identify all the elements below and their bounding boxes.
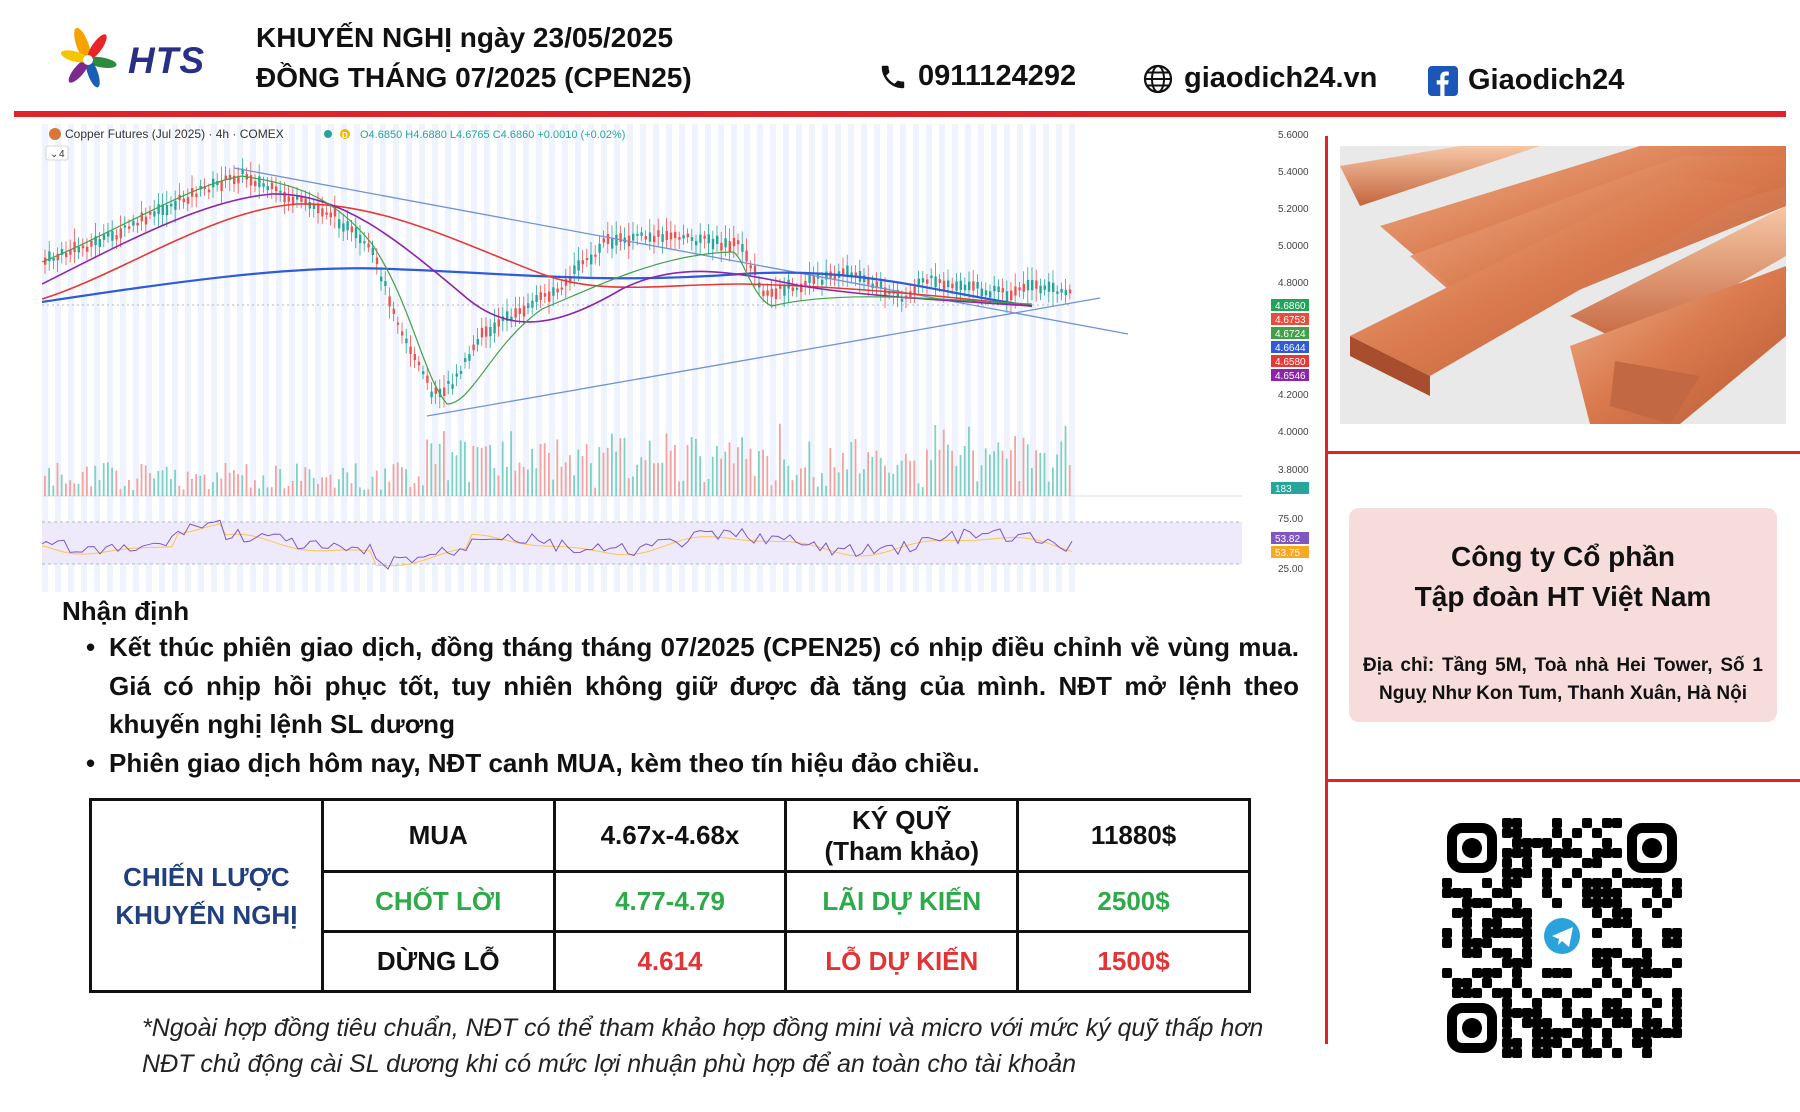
facebook-icon (1428, 65, 1458, 96)
expected-loss-value: 1500$ (1016, 930, 1251, 993)
take-profit-label: CHỐT LỜI (320, 870, 556, 933)
price-badge: 4.6860 (1275, 301, 1306, 312)
phone-icon (881, 65, 905, 88)
margin-value: 11880$ (1016, 798, 1251, 873)
company-name-line2: Tập đoàn HT Việt Nam (1414, 581, 1712, 612)
contact-facebook[interactable]: Giaodich24 (1428, 64, 1624, 97)
facebook-page[interactable]: Giaodich24 (1468, 64, 1625, 96)
analysis-bullet-2: Phiên giao dịch hôm nay, NĐT canh MUA, k… (109, 748, 980, 778)
price-axis-tick: 5.2000 (1278, 204, 1309, 215)
hts-logo-mark (60, 27, 117, 88)
footnote-line-1: *Ngoài hợp đồng tiêu chuẩn, NĐT có thể t… (142, 1014, 1264, 1042)
header-divider (14, 111, 1786, 117)
telegram-qr-code[interactable] (1442, 818, 1682, 1058)
hts-logo: HTS (58, 20, 208, 100)
chart-ohlc-line: O4.6850 H4.6880 L4.6765 C4.6860 +0.0010 … (360, 129, 625, 141)
copper-bars-photo (1340, 146, 1786, 424)
price-axis-tick: 5.6000 (1278, 130, 1309, 141)
bullet-marker: • (86, 748, 96, 778)
report-subtitle: ĐỒNG THÁNG 07/2025 (CPEN25) (256, 62, 692, 93)
rsi-badge-bg (1271, 546, 1309, 558)
volume-badge-bg (1271, 482, 1309, 494)
company-address: Địa chỉ: Tầng 5M, Toà nhà Hei Tower, Số … (1363, 655, 1763, 704)
price-chart[interactable]: Copper Futures (Jul 2025) · 4h · COMEX D… (42, 124, 1320, 592)
expected-loss-label: LỖ DỰ KIẾN (784, 930, 1020, 993)
chart-indicator-count: 4 (59, 149, 65, 160)
price-badge-bg (1271, 299, 1309, 311)
contact-phone[interactable]: 0911124292 (878, 60, 1076, 93)
margin-label-cell: KÝ QUỸ (Tham khảo) (784, 798, 1020, 873)
svg-text:D: D (342, 131, 348, 140)
report-title: KHUYẾN NGHỊ ngày 23/05/2025 (256, 22, 674, 53)
price-badge: 4.6753 (1275, 315, 1306, 326)
price-axis-tick: 5.0000 (1278, 241, 1309, 252)
price-badge-bg (1271, 341, 1309, 353)
telegram-icon (1540, 914, 1584, 958)
price-axis-tick: 4.2000 (1278, 390, 1309, 401)
company-name-line1: Công ty Cổ phần (1451, 541, 1675, 572)
table-row: CHỐT LỜI 4.77-4.79 LÃI DỰ KIẾN 2500$ (91, 870, 1251, 933)
expected-profit-value: 2500$ (1016, 870, 1251, 933)
buy-label: MUA (320, 798, 556, 873)
margin-label: KÝ QUỸ (851, 804, 952, 835)
tradingview-chart-image: Copper Futures (Jul 2025) · 4h · COMEX D… (42, 124, 1309, 592)
phone-number: 0911124292 (918, 60, 1077, 92)
rsi-axis-tick: 75.00 (1278, 514, 1303, 525)
price-axis-tick: 3.8000 (1278, 465, 1309, 476)
rsi-badge: 53.82 (1275, 534, 1300, 545)
rsi-axis-tick: 25.00 (1278, 564, 1303, 575)
strategy-label-line1: CHIẾN LƯỢC (123, 861, 290, 892)
strategy-table: CHIẾN LƯỢC KHUYẾN NGHỊ MUA 4.67x-4.68x K… (89, 798, 1251, 993)
price-badge-bg (1271, 313, 1309, 325)
stop-loss-value: 4.614 (552, 930, 788, 993)
website-link[interactable]: giaodich24.vn (1184, 62, 1378, 94)
price-axis-tick: 4.0000 (1278, 427, 1309, 438)
price-badge: 4.6546 (1275, 371, 1306, 382)
footnote-line-2: NĐT chủ động cài SL dương khi có mức lợi… (142, 1050, 1077, 1078)
right-divider-lower (1325, 779, 1800, 782)
contact-website[interactable]: giaodich24.vn (1142, 62, 1377, 95)
margin-label-note: (Tham khảo) (824, 835, 980, 866)
price-badge: 4.6644 (1275, 343, 1306, 354)
price-badge: 4.6580 (1275, 357, 1306, 368)
svg-text:⌄: ⌄ (50, 149, 58, 160)
table-row: CHIẾN LƯỢC KHUYẾN NGHỊ MUA 4.67x-4.68x K… (89, 798, 1251, 993)
analysis-heading: Nhận định (62, 596, 190, 626)
bullet-marker: • (86, 632, 96, 662)
chart-symbol-line: Copper Futures (Jul 2025) · 4h · COMEX (65, 127, 284, 141)
brand-name: HTS (128, 40, 205, 81)
strategy-label-line2: KHUYẾN NGHỊ (115, 899, 298, 930)
expected-profit-label: LÃI DỰ KIẾN (784, 870, 1020, 933)
company-info-card: Công ty Cổ phần Tập đoàn HT Việt Nam Địa… (1349, 508, 1777, 722)
analysis-bullet-1: Kết thúc phiên giao dịch, đồng tháng thá… (109, 632, 1299, 739)
buy-value: 4.67x-4.68x (552, 798, 788, 873)
price-badge-bg (1271, 355, 1309, 367)
price-badge-bg (1271, 369, 1309, 381)
strategy-label-cell: CHIẾN LƯỢC KHUYẾN NGHỊ (89, 798, 324, 993)
right-divider-upper (1325, 451, 1800, 454)
volume-badge: 183 (1275, 484, 1292, 495)
stop-loss-label: DỪNG LỖ (320, 930, 556, 993)
price-badge-bg (1271, 327, 1309, 339)
globe-icon (1143, 64, 1173, 93)
take-profit-value: 4.77-4.79 (552, 870, 788, 933)
rsi-badge-bg (1271, 532, 1309, 544)
price-axis-tick: 4.8000 (1278, 278, 1309, 289)
table-row: DỪNG LỖ 4.614 LỖ DỰ KIẾN 1500$ (91, 930, 1251, 993)
right-divider (1325, 136, 1328, 1044)
price-badge: 4.6724 (1275, 329, 1306, 340)
rsi-badge: 53.75 (1275, 548, 1300, 559)
price-axis-tick: 5.4000 (1278, 167, 1309, 178)
